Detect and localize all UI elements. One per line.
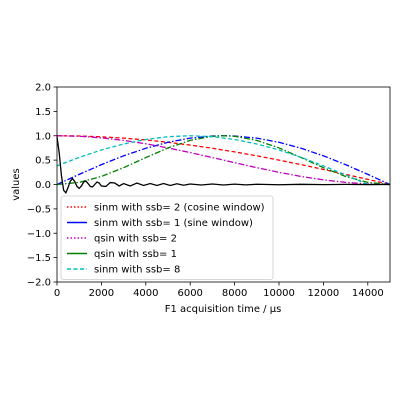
series-line-3: [56, 135, 391, 186]
legend-box: [60, 195, 274, 280]
x-tick-label-6: 12000: [307, 288, 339, 299]
series-layer: [56, 135, 391, 194]
legend-label-4: sinm with ssb= 8: [94, 265, 180, 276]
legend: sinm with ssb= 2 (cosine window) sinm wit…: [60, 195, 274, 280]
legend-label-3: qsin with ssb= 1: [94, 249, 177, 260]
y-tick-label-4: 0.0: [35, 180, 51, 191]
y-tick-label-2: −1.0: [27, 229, 51, 240]
x-axis-label: F1 acquisition time / µs: [165, 304, 282, 315]
x-tick-label-2: 4000: [133, 288, 158, 299]
legend-label-2: qsin with ssb= 2: [94, 234, 177, 245]
y-axis-label: values: [11, 168, 22, 201]
x-tick-label-7: 14000: [352, 288, 384, 299]
x-tick-label-5: 10000: [263, 288, 295, 299]
legend-label-1: sinm with ssb= 1 (sine window): [94, 218, 253, 229]
x-tick-label-3: 6000: [177, 288, 202, 299]
y-tick-label-0: −2.0: [27, 278, 51, 289]
legend-label-0: sinm with ssb= 2 (cosine window): [94, 203, 265, 214]
series-line-2: [56, 135, 391, 186]
series-line-5: [56, 136, 391, 194]
y-tick-label-5: 0.5: [35, 156, 51, 167]
y-tick-label-8: 2.0: [35, 83, 51, 94]
series-line-4: [56, 135, 390, 186]
y-tick-label-1: −1.5: [27, 253, 51, 264]
x-tick-label-4: 8000: [222, 288, 247, 299]
x-tick-label-0: 0: [54, 288, 60, 299]
y-tick-label-6: 1.0: [35, 131, 51, 142]
y-tick-label-3: −0.5: [27, 204, 51, 215]
y-tick-label-7: 1.5: [35, 107, 51, 118]
ticks-layer: 0 2000 4000 6000 8000 10000 12000 14000 −2.0 −1.5…: [27, 83, 384, 300]
x-tick-label-1: 2000: [89, 288, 114, 299]
